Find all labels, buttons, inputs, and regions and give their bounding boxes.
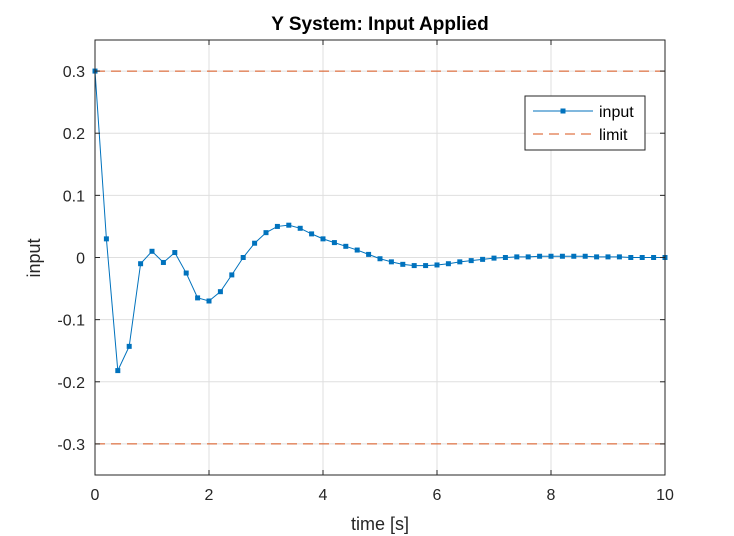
- input-data-point: [548, 253, 554, 259]
- input-data-point: [252, 240, 258, 246]
- y-tick-label: 0.2: [63, 126, 85, 143]
- input-data-point: [491, 255, 497, 261]
- y-tick-label: 0.1: [63, 188, 85, 205]
- input-data-point: [217, 289, 223, 295]
- input-data-point: [160, 259, 166, 265]
- input-data-point: [594, 254, 600, 260]
- input-data-point: [377, 256, 383, 262]
- legend: input limit: [524, 95, 646, 151]
- input-data-point: [343, 243, 349, 249]
- legend-input-marker: [560, 108, 566, 114]
- input-data-point: [138, 261, 144, 267]
- input-data-point: [571, 253, 577, 259]
- y-tick-label: 0.3: [63, 64, 85, 81]
- input-data-point: [388, 259, 394, 265]
- input-data-point: [628, 255, 634, 260]
- input-data-point: [411, 263, 417, 269]
- x-tick-label: 2: [205, 487, 214, 504]
- input-data-point: [354, 247, 360, 253]
- input-data-point: [616, 254, 622, 260]
- chart-title: Y System: Input Applied: [271, 14, 488, 35]
- input-data-point: [229, 272, 235, 278]
- input-data-point: [502, 255, 508, 260]
- input-data-point: [525, 254, 531, 260]
- input-data-point: [331, 240, 337, 246]
- legend-input-label: input: [599, 104, 634, 121]
- input-data-point: [126, 343, 132, 349]
- x-axis-ticks: 0 2 4 6 8 10: [91, 40, 674, 504]
- input-data-point: [400, 261, 406, 267]
- input-data-point: [309, 231, 315, 237]
- input-data-point: [582, 253, 588, 259]
- input-data-point: [445, 261, 451, 267]
- input-data-point: [172, 250, 178, 256]
- y-tick-label: 0: [76, 251, 85, 268]
- input-data-point: [103, 236, 109, 242]
- input-data-point: [320, 236, 326, 242]
- input-data-point: [514, 254, 520, 260]
- x-tick-label: 4: [319, 487, 328, 504]
- input-data-point: [240, 255, 246, 260]
- input-data-point: [366, 251, 372, 257]
- input-data-point: [195, 295, 201, 301]
- y-axis-ticks: 0.3 0.2 0.1 0 -0.1 -0.2 -0.3: [57, 64, 665, 454]
- input-data-point: [263, 230, 269, 236]
- input-data-point: [115, 368, 121, 374]
- input-data-point: [468, 258, 474, 264]
- input-data-point: [206, 298, 212, 304]
- input-data-point: [639, 255, 645, 260]
- x-tick-label: 10: [656, 487, 674, 504]
- input-data-point: [274, 223, 280, 229]
- legend-box: [524, 95, 646, 151]
- legend-limit-label: limit: [599, 127, 628, 144]
- input-data-point: [434, 262, 440, 268]
- y-tick-label: -0.3: [57, 437, 85, 454]
- y-axis-label: input: [24, 238, 44, 277]
- input-data-point: [605, 254, 611, 260]
- input-data-point: [559, 253, 565, 259]
- input-data-point: [457, 259, 463, 265]
- x-tick-label: 0: [91, 487, 100, 504]
- x-tick-label: 6: [433, 487, 442, 504]
- y-tick-label: -0.1: [57, 313, 85, 330]
- x-axis-label: time [s]: [351, 514, 409, 534]
- input-series: [92, 68, 668, 374]
- x-tick-label: 8: [547, 487, 556, 504]
- input-data-point: [183, 270, 189, 276]
- input-data-point: [149, 248, 155, 254]
- input-data-point: [651, 255, 657, 260]
- input-data-point: [423, 263, 429, 269]
- input-data-point: [537, 253, 543, 259]
- input-data-point: [286, 222, 292, 228]
- input-data-point: [480, 256, 486, 262]
- y-tick-label: -0.2: [57, 375, 85, 392]
- input-data-point: [297, 225, 303, 231]
